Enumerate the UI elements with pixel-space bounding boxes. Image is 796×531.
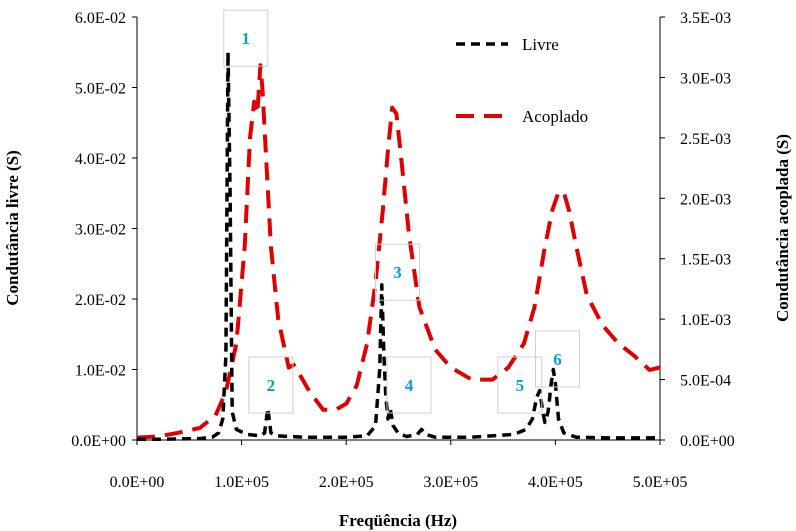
right-y-tick-label: 5.0E-04: [680, 373, 731, 390]
left-y-tick-label: 1.0E-02: [75, 363, 126, 380]
peak-label-box: [223, 9, 269, 67]
x-tick-label: 3.0E+05: [423, 474, 478, 491]
legend-label-acoplado: Acoplado: [522, 107, 588, 126]
peak-label-box: [534, 330, 580, 388]
left-y-tick-label: 6.0E-02: [75, 10, 126, 27]
peak-label-6: 6: [553, 350, 562, 369]
legend-label-livre: Livre: [522, 35, 559, 54]
peak-label-3: 3: [393, 263, 402, 282]
right-y-tick-label: 1.0E-03: [680, 312, 731, 329]
x-tick-label: 4.0E+05: [528, 474, 583, 491]
left-y-axis-title: Condutância livre (S): [3, 150, 22, 306]
left-y-tick-label: 5.0E-02: [75, 81, 126, 98]
right-y-tick-label: 3.0E-03: [680, 70, 731, 87]
peak-label-2: 2: [267, 376, 276, 395]
right-y-tick-label: 2.5E-03: [680, 131, 731, 148]
peak-label-1: 1: [242, 29, 251, 48]
x-axis-ticks: 0.0E+00 1.0E+05 2.0E+05 3.0E+05 4.0E+05 5.0E+…: [110, 440, 688, 491]
peak-label-box: [248, 356, 294, 414]
peak-labels: 1 2 3 4 5 6: [223, 9, 580, 414]
right-y-tick-label: 3.5E-03: [680, 10, 731, 27]
left-y-axis-ticks: 0.0E+00 1.0E-02 2.0E-02 3.0E-02 4.0E-02 5.0E-…: [71, 10, 137, 450]
series-line-acoplado: [136, 63, 661, 440]
peak-label-box: [497, 356, 543, 414]
peak-label-box: [374, 243, 420, 301]
x-tick-label: 5.0E+05: [633, 474, 688, 491]
right-y-tick-label: 2.0E-03: [680, 191, 731, 208]
right-y-tick-label: 0.0E+00: [680, 433, 735, 450]
x-tick-label: 2.0E+05: [319, 474, 374, 491]
right-y-axis-ticks: 0.0E+00 5.0E-04 1.0E-03 1.5E-03 2.0E-03 2.5E-…: [660, 10, 735, 450]
peak-label-5: 5: [516, 376, 525, 395]
plot-frame: [136, 17, 661, 441]
left-y-tick-label: 3.0E-02: [75, 222, 126, 239]
x-axis-title: Freqüência (Hz): [339, 511, 457, 530]
left-y-tick-label: 4.0E-02: [75, 151, 126, 168]
right-y-axis-title: Condutância acoplada (S): [773, 134, 792, 322]
peak-label-4: 4: [405, 376, 414, 395]
left-y-tick-label: 0.0E+00: [71, 433, 126, 450]
right-y-tick-label: 1.5E-03: [680, 252, 731, 269]
peak-label-box: [386, 356, 432, 414]
legend: Livre Acoplado: [456, 35, 588, 126]
left-y-tick-label: 2.0E-02: [75, 292, 126, 309]
x-tick-label: 1.0E+05: [214, 474, 269, 491]
x-tick-label: 0.0E+00: [110, 474, 165, 491]
